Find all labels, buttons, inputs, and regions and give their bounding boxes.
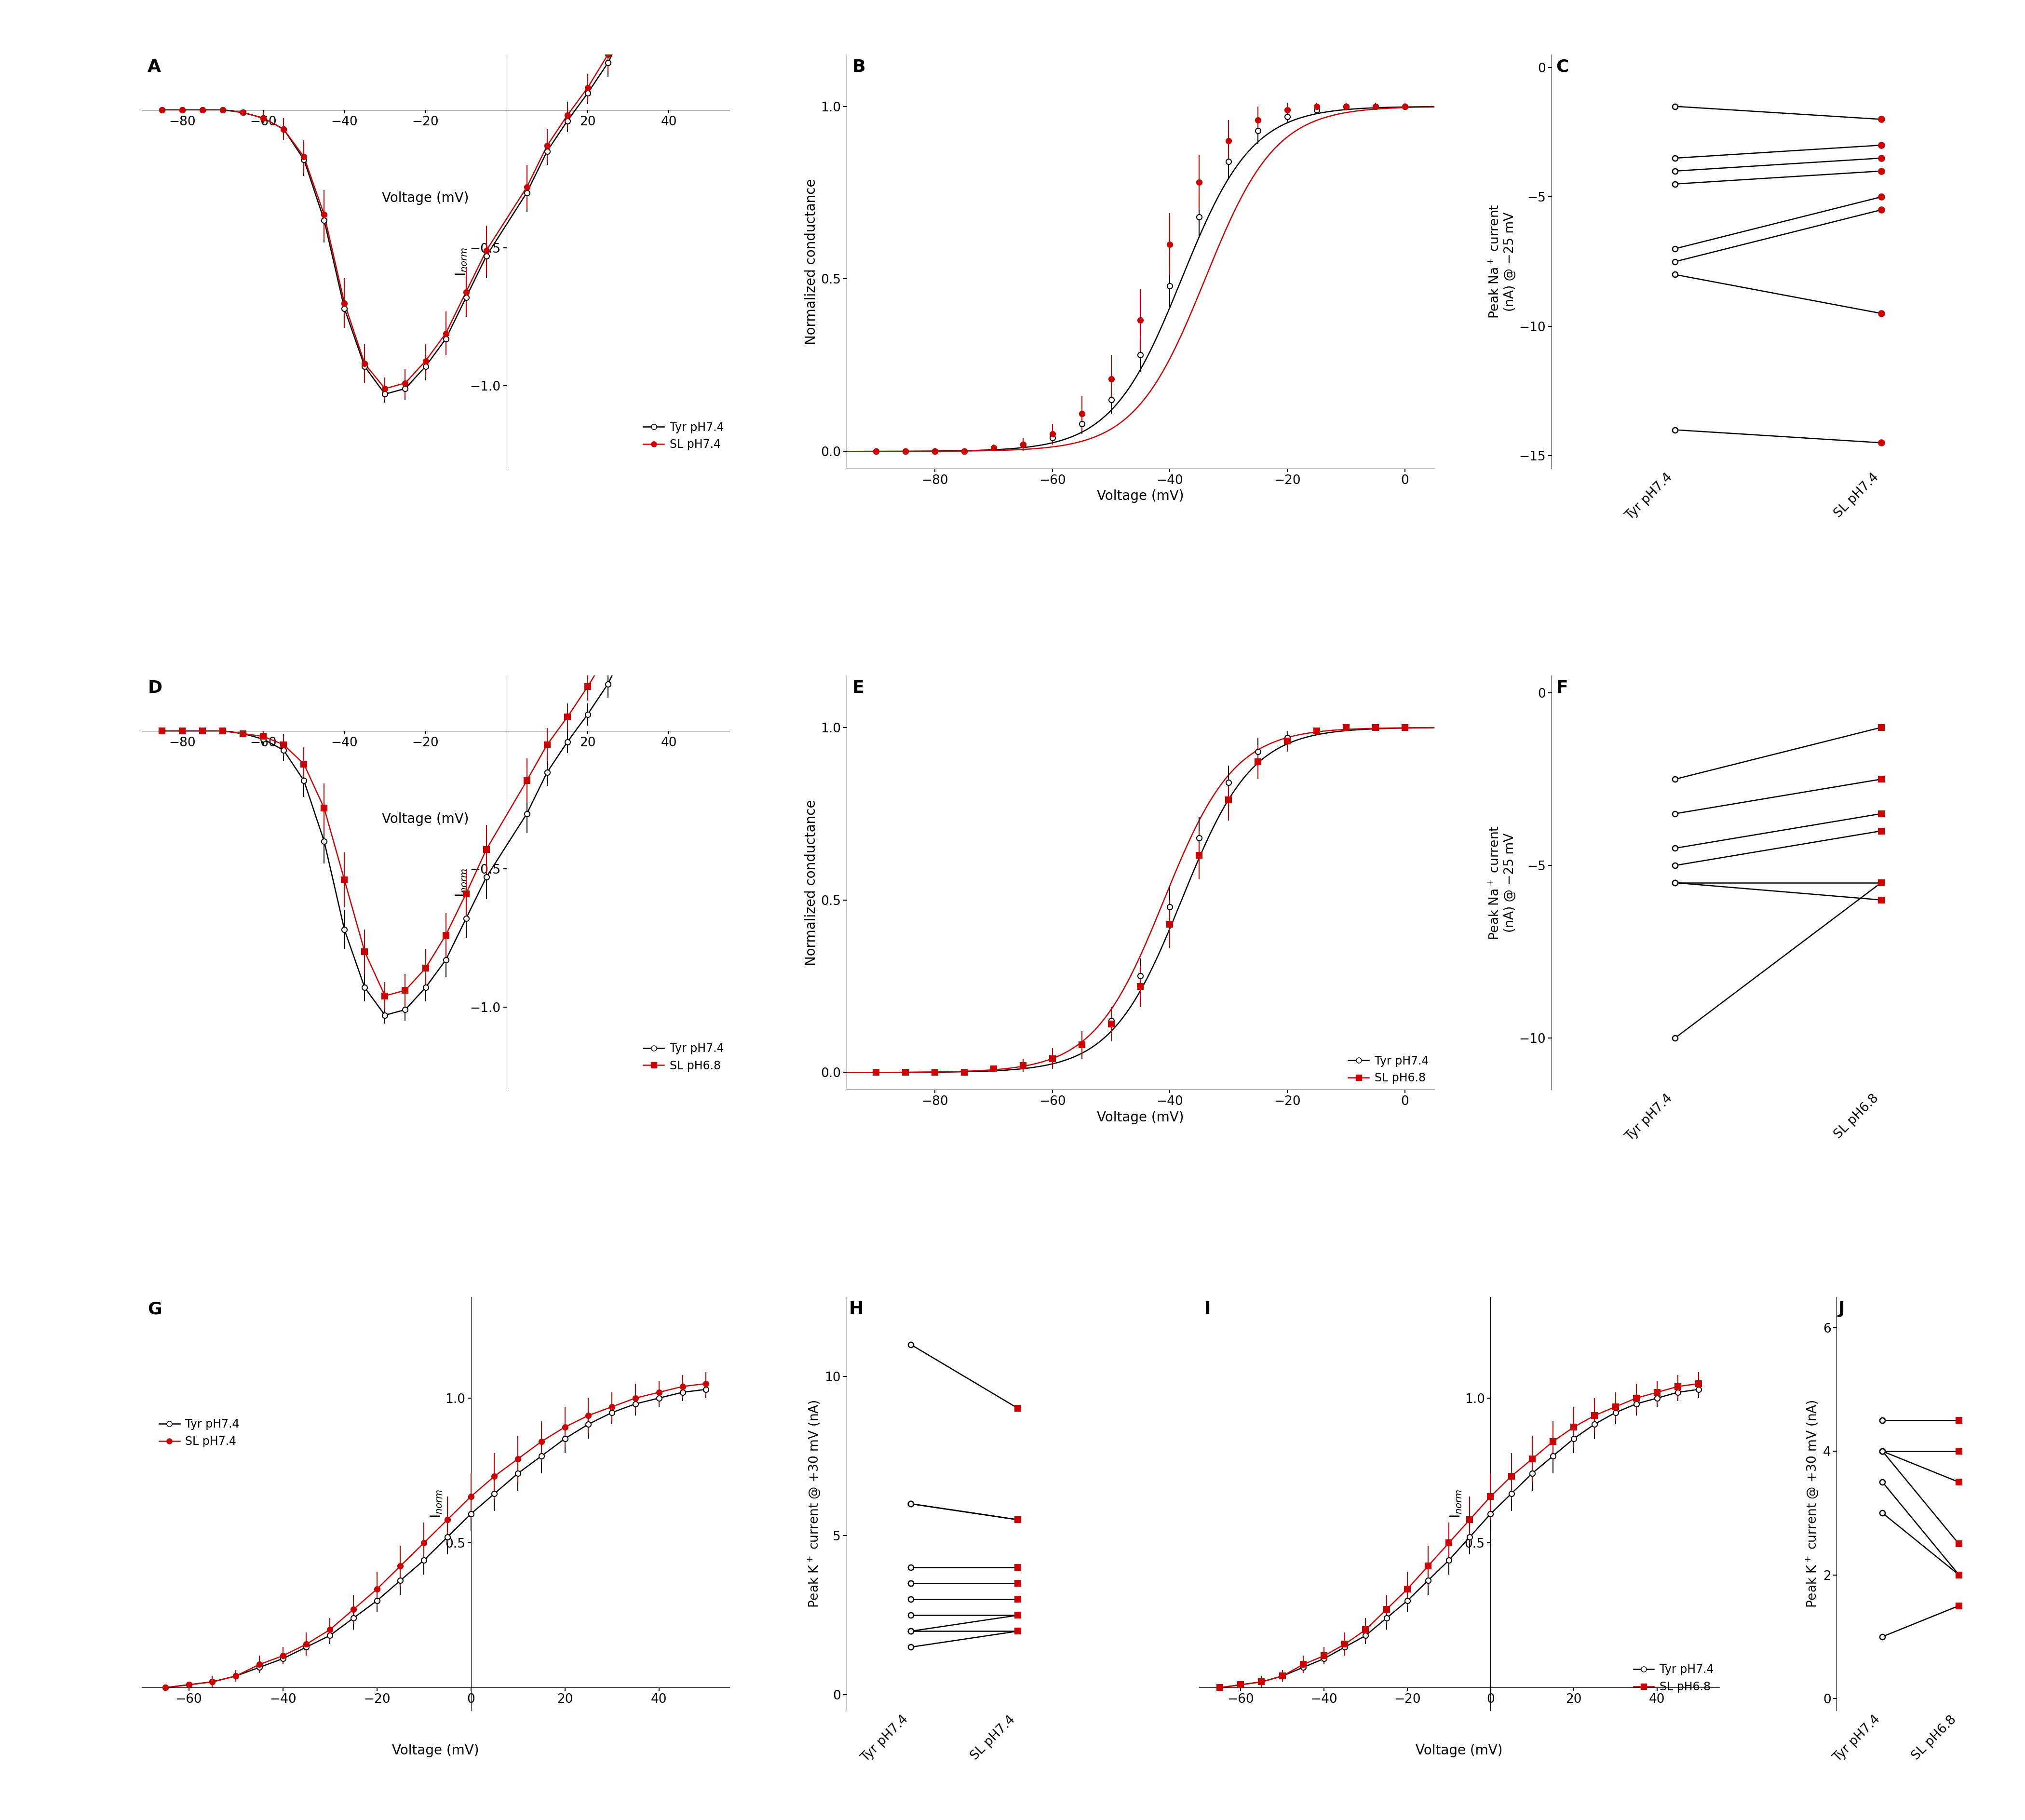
Y-axis label: Peak K$^+$ current @ +30 mV (nA): Peak K$^+$ current @ +30 mV (nA) [806, 1400, 822, 1607]
Y-axis label: Peak Na$^+$ current
(nA) @ −25 mV: Peak Na$^+$ current (nA) @ −25 mV [1488, 204, 1517, 318]
Y-axis label: Normalized conductance: Normalized conductance [804, 178, 818, 344]
X-axis label: Voltage (mV): Voltage (mV) [1098, 490, 1185, 502]
Text: Voltage (mV): Voltage (mV) [383, 812, 470, 826]
Legend: Tyr pH7.4, SL pH7.4: Tyr pH7.4, SL pH7.4 [160, 1418, 239, 1447]
Text: I: I [1205, 1301, 1211, 1318]
Y-axis label: Peak K$^+$ current @ +30 mV (nA): Peak K$^+$ current @ +30 mV (nA) [1804, 1400, 1820, 1607]
Y-axis label: Peak Na$^+$ current
(nA) @ −25 mV: Peak Na$^+$ current (nA) @ −25 mV [1488, 826, 1517, 939]
Text: G: G [148, 1301, 162, 1318]
X-axis label: Voltage (mV): Voltage (mV) [1098, 1110, 1185, 1125]
Y-axis label: I$_{norm}$: I$_{norm}$ [429, 1489, 443, 1518]
X-axis label: Voltage (mV): Voltage (mV) [1415, 1744, 1503, 1758]
Text: A: A [148, 58, 162, 75]
Legend: Tyr pH7.4, SL pH6.8: Tyr pH7.4, SL pH6.8 [1634, 1663, 1713, 1693]
Y-axis label: I$_{norm}$: I$_{norm}$ [1448, 1489, 1464, 1518]
Text: B: B [853, 58, 867, 75]
Legend: Tyr pH7.4, SL pH6.8: Tyr pH7.4, SL pH6.8 [644, 1043, 723, 1072]
Text: F: F [1555, 681, 1567, 697]
Text: H: H [848, 1301, 863, 1318]
Y-axis label: Normalized conductance: Normalized conductance [804, 799, 818, 966]
Text: C: C [1555, 58, 1569, 75]
Text: D: D [148, 681, 162, 697]
Text: Voltage (mV): Voltage (mV) [383, 191, 470, 206]
Legend: Tyr pH7.4, SL pH7.4: Tyr pH7.4, SL pH7.4 [644, 422, 723, 451]
Y-axis label: I$_{norm}$: I$_{norm}$ [454, 248, 468, 277]
X-axis label: Voltage (mV): Voltage (mV) [393, 1744, 480, 1758]
Legend: Tyr pH7.4, SL pH6.8: Tyr pH7.4, SL pH6.8 [1349, 1056, 1430, 1085]
Text: J: J [1839, 1301, 1845, 1318]
Text: E: E [853, 681, 865, 697]
Y-axis label: I$_{norm}$: I$_{norm}$ [454, 868, 468, 897]
